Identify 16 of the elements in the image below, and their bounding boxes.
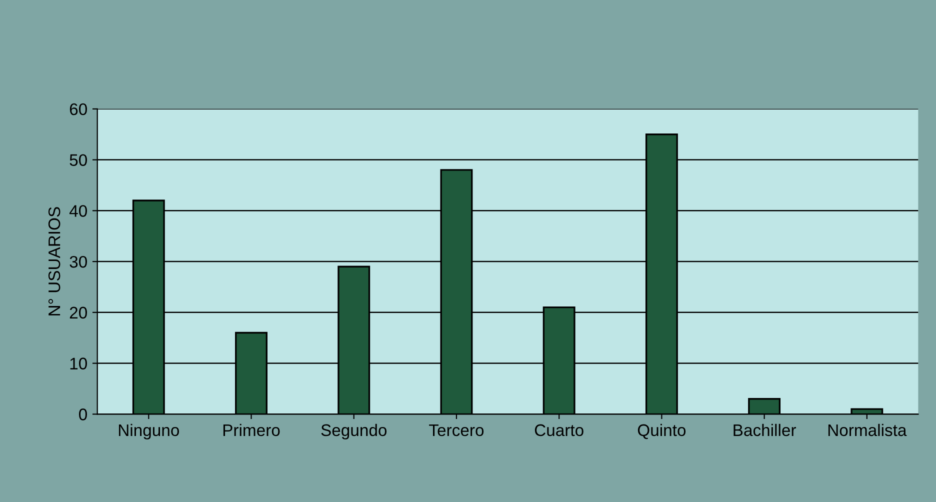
x-tick-label: Tercero [429,424,484,436]
x-tick-label: Normalista [828,424,907,436]
y-tick-label: 10 [70,358,87,370]
y-tick-label: 30 [70,256,87,268]
x-tick-label: Cuarto [534,424,584,436]
y-tick-label: 20 [70,306,87,319]
y-tick-label: 50 [70,154,87,166]
x-tick-label: Primero [223,424,280,436]
x-tick-label: Ninguno [118,424,179,440]
x-tick-label: Quinto [638,424,686,440]
x-tick-label: Segundo [321,424,387,440]
x-tick-label: Bachiller [734,424,796,436]
y-tick-label: 0 [79,408,87,420]
y-axis-title: N° USUARIOS [48,207,60,316]
y-tick-label: 40 [69,205,87,217]
y-tick-label: 60 [70,103,87,116]
